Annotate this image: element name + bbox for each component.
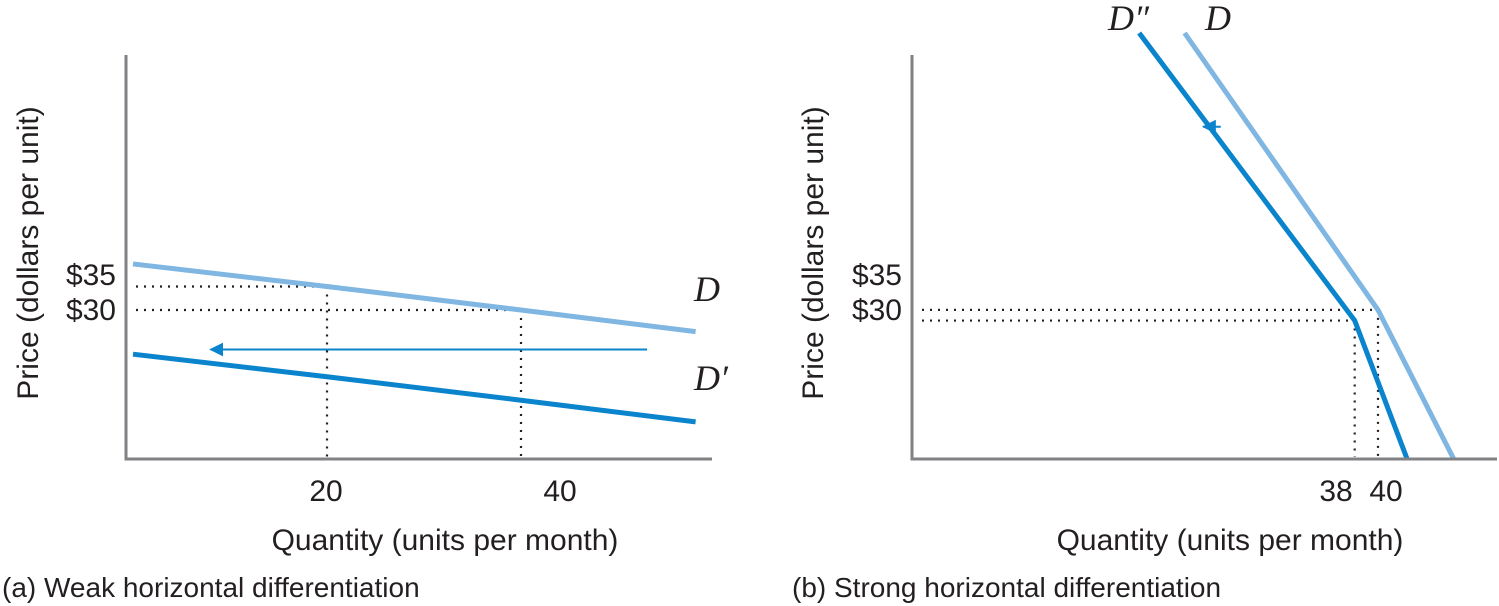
panel-a-x-axis-title: Quantity (units per month)	[272, 524, 619, 557]
panel-b-y-axis-title: Price (dollars per unit)	[797, 106, 830, 399]
panel-b-strong-differentiation: $35 $30 38 40 D″ D Quantity (units per m…	[792, 0, 1497, 603]
panel-a-label-d-prime: D′	[693, 358, 729, 398]
panel-b-curves	[1137, 31, 1456, 461]
panel-b-label-d: D	[1204, 0, 1231, 38]
panel-b-y-tick-30: $30	[852, 294, 902, 327]
panel-a-curve-d	[132, 261, 696, 335]
panel-a-y-tick-35: $35	[66, 259, 116, 292]
panel-b-x-axis-title: Quantity (units per month)	[1057, 524, 1404, 557]
panel-b-y-tick-35: $35	[852, 259, 902, 292]
panel-b-curve-shifted	[1137, 31, 1410, 460]
panel-a-weak-differentiation: $35 $30 20 40 D D′ Quantity (units per m…	[2, 55, 729, 603]
panel-b-x-tick-38: 38	[1319, 475, 1352, 508]
panel-a-curve-shifted	[132, 351, 696, 425]
panel-a-caption: (a) Weak horizontal differentiation	[2, 572, 420, 603]
panel-a-reference-lines	[136, 285, 523, 457]
panel-a-label-d: D	[693, 269, 720, 309]
panel-b-curve-d	[1182, 31, 1456, 461]
panel-b-x-tick-40: 40	[1369, 475, 1402, 508]
panel-b-reference-lines	[922, 308, 1380, 457]
panel-a-x-tick-40: 40	[543, 475, 576, 508]
panel-a-y-tick-30: $30	[66, 294, 116, 327]
panel-b-caption: (b) Strong horizontal differentiation	[792, 572, 1221, 603]
panel-a-x-tick-20: 20	[309, 475, 342, 508]
panel-a-y-axis-title: Price (dollars per unit)	[12, 106, 45, 399]
panel-b-label-d-double-prime: D″	[1107, 0, 1150, 38]
panel-a-curves	[132, 261, 696, 425]
